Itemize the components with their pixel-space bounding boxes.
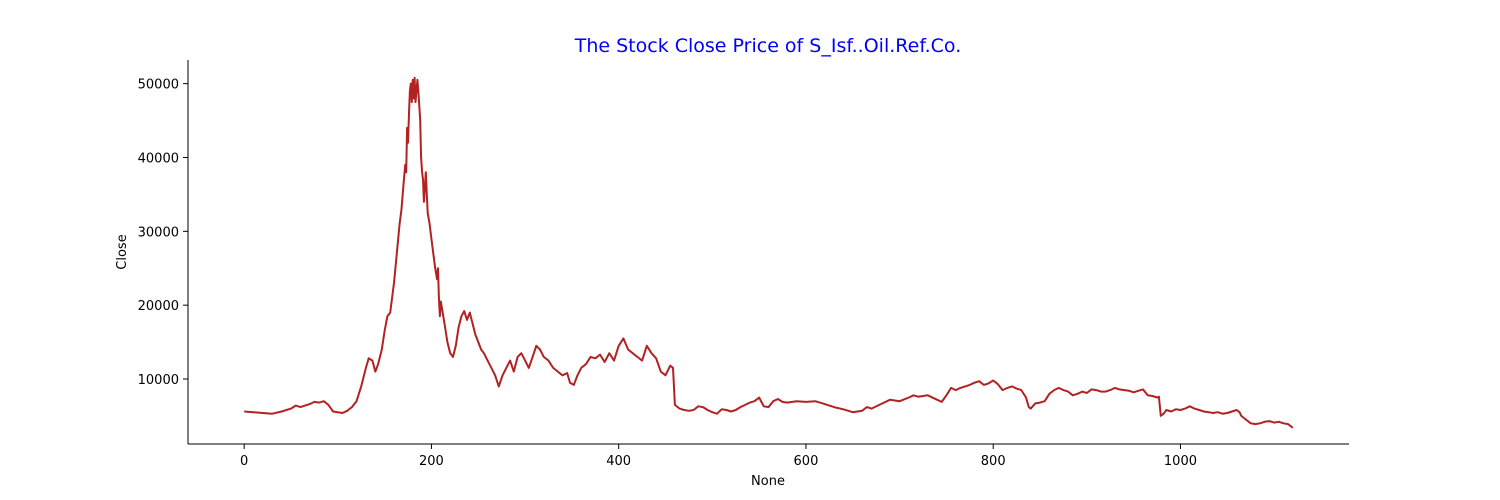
y-tick-label: 20000 [138,299,179,314]
x-tick-label: 600 [794,454,819,469]
y-axis-ticks: 10000 20000 30000 40000 50000 [138,78,188,388]
x-tick-label: 400 [606,454,631,469]
y-axis-label: Close [115,234,130,269]
x-tick-label: 200 [419,454,444,469]
x-axis-ticks: 0 200 400 600 800 1000 [240,444,1197,469]
close-price-line [244,76,1294,429]
y-tick-label: 50000 [138,78,179,93]
y-tick-label: 10000 [138,373,179,388]
y-tick-label: 40000 [138,151,179,166]
chart-title: The Stock Close Price of S_Isf..Oil.Ref.… [574,35,962,57]
x-axis-label: None [751,474,785,489]
x-tick-label: 1000 [1164,454,1197,469]
y-tick-label: 30000 [138,225,179,240]
x-tick-label: 0 [240,454,248,469]
x-tick-label: 800 [981,454,1006,469]
